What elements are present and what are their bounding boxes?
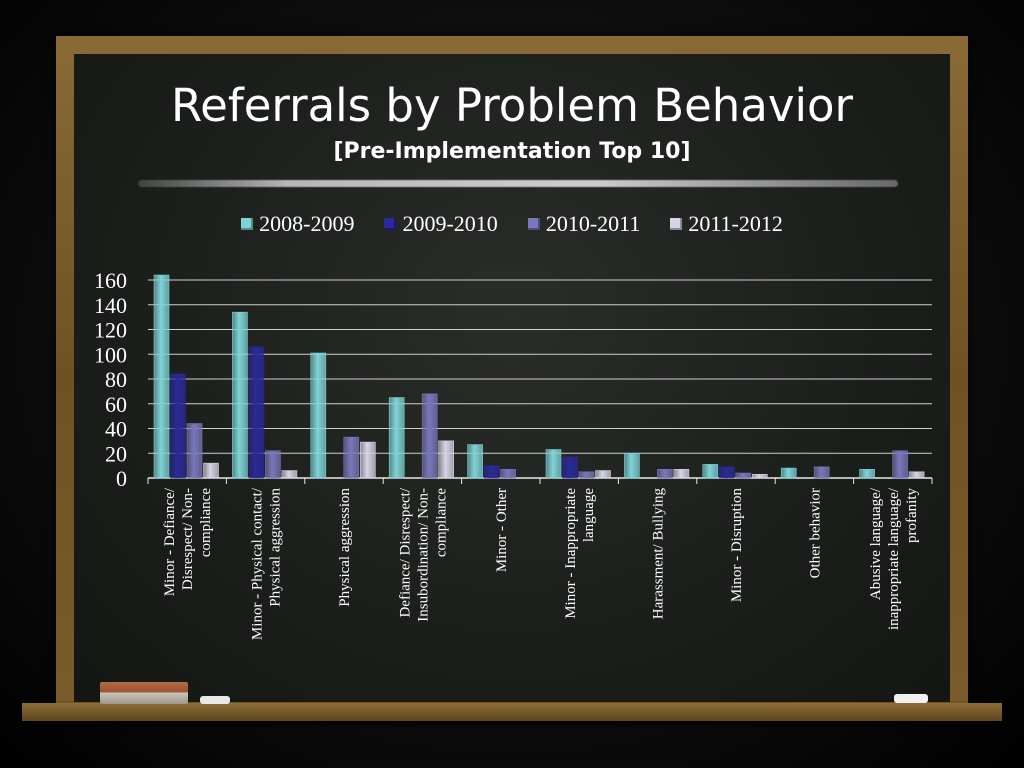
bars bbox=[153, 274, 925, 479]
legend-label: 2009-2010 bbox=[402, 211, 498, 236]
eraser bbox=[100, 682, 188, 704]
x-category-label: Abusive language/inappropriate language/… bbox=[868, 487, 920, 630]
y-tick-label: 40 bbox=[105, 417, 127, 442]
bar bbox=[310, 352, 327, 479]
bar bbox=[281, 470, 298, 479]
bar bbox=[343, 436, 360, 479]
bar bbox=[170, 373, 186, 479]
bar bbox=[500, 469, 516, 479]
y-tick-label: 20 bbox=[105, 441, 127, 466]
chart-legend: 2008-2009 2009-2010 2010-2011 2011-2012 bbox=[74, 211, 950, 237]
legend-item: 2011-2012 bbox=[670, 211, 783, 237]
y-tick-label: 120 bbox=[94, 318, 127, 343]
bar bbox=[751, 473, 768, 479]
bar bbox=[438, 440, 455, 479]
legend-label: 2008-2009 bbox=[259, 211, 355, 236]
x-category-label: Minor - Physical contact/Physical aggres… bbox=[250, 487, 284, 640]
bar bbox=[545, 449, 562, 479]
x-category-label: Minor - Other bbox=[494, 488, 510, 572]
bar bbox=[624, 452, 640, 479]
y-tick-label: 80 bbox=[105, 367, 127, 392]
bar bbox=[735, 472, 752, 479]
bar bbox=[908, 471, 925, 479]
x-category-label: Physical aggression bbox=[337, 488, 353, 607]
bar bbox=[388, 397, 405, 479]
x-category-label: Minor - Defiance/Disrespect/ Non-complia… bbox=[162, 487, 214, 596]
x-category-label: Minor - Inappropriate language bbox=[563, 488, 597, 619]
bar bbox=[673, 469, 690, 479]
chalk-divider bbox=[138, 180, 898, 187]
bar bbox=[859, 469, 875, 479]
legend-swatch bbox=[384, 218, 397, 230]
legend-item: 2008-2009 bbox=[241, 211, 354, 237]
y-tick-label: 60 bbox=[105, 392, 127, 417]
bar bbox=[248, 346, 265, 479]
bar bbox=[657, 469, 673, 479]
bar bbox=[718, 466, 735, 479]
bar bbox=[483, 465, 500, 479]
x-category-label: Other behavior bbox=[807, 488, 823, 578]
bar bbox=[232, 311, 248, 479]
gridlines bbox=[147, 279, 933, 484]
chart-subtitle: [Pre-Implementation Top 10] bbox=[333, 139, 691, 164]
legend-item: 2009-2010 bbox=[384, 211, 498, 237]
legend-swatch bbox=[670, 218, 683, 230]
chart-title: Referrals by Problem Behavior bbox=[170, 79, 854, 132]
bar bbox=[892, 450, 908, 479]
y-tick-label: 160 bbox=[94, 268, 127, 293]
x-category-label: Harassment/ Bullying bbox=[651, 488, 667, 620]
bar bbox=[186, 423, 203, 479]
chalkboard bbox=[74, 54, 950, 702]
legend-swatch bbox=[241, 218, 254, 230]
chalk-ledge bbox=[22, 703, 1002, 721]
x-axis-labels: Minor - Defiance/Disrespect/ Non-complia… bbox=[162, 487, 920, 640]
bar bbox=[595, 470, 611, 479]
legend-label: 2011-2012 bbox=[688, 211, 783, 236]
y-tick-label: 140 bbox=[94, 293, 127, 318]
bar bbox=[813, 466, 830, 479]
chalk-piece bbox=[200, 696, 230, 704]
legend-item: 2010-2011 bbox=[527, 211, 641, 237]
bar bbox=[578, 471, 595, 479]
bar bbox=[562, 456, 578, 479]
chalk-piece bbox=[894, 694, 928, 703]
bar bbox=[780, 467, 797, 479]
legend-swatch bbox=[527, 218, 540, 230]
x-category-label: Minor - Disruption bbox=[729, 488, 745, 603]
y-tick-label: 0 bbox=[116, 466, 127, 491]
bar bbox=[265, 450, 281, 479]
x-category-label: Defiance/ Disrespect/Insubordination/ No… bbox=[397, 487, 449, 622]
y-tick-label: 100 bbox=[94, 342, 127, 367]
legend-label: 2010-2011 bbox=[545, 211, 641, 236]
bar bbox=[467, 444, 483, 479]
bar bbox=[153, 274, 170, 479]
bar bbox=[203, 462, 219, 479]
bar bbox=[359, 441, 376, 479]
bar bbox=[421, 393, 438, 479]
bar bbox=[702, 464, 719, 479]
